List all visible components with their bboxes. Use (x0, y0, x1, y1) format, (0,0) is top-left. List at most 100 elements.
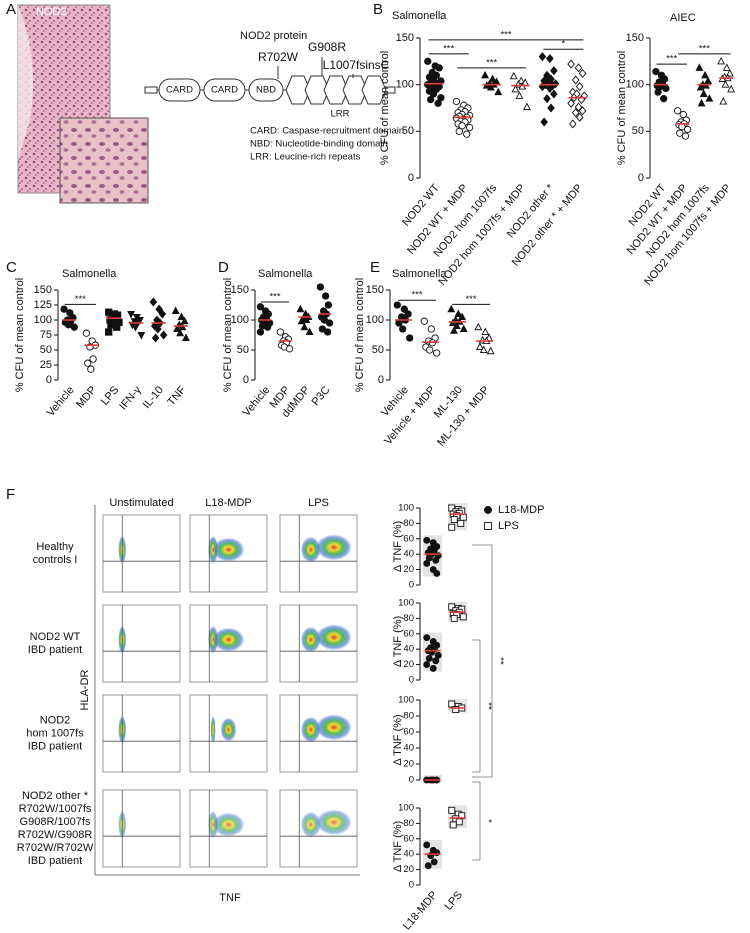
row-label: R702W/G908R (18, 829, 93, 841)
point (571, 75, 580, 85)
y-axis-label: % CFU of mean control (354, 278, 366, 392)
point (155, 304, 163, 314)
point (574, 102, 583, 112)
point (511, 84, 520, 93)
point (182, 333, 190, 342)
flow-x-axis: TNF (219, 892, 241, 904)
point (323, 328, 332, 336)
y-tick-label: 40 (403, 849, 414, 860)
point (154, 324, 162, 334)
point (475, 342, 484, 351)
point (321, 292, 330, 300)
x-tick-label: IFN-γ (117, 384, 144, 413)
point (425, 554, 433, 562)
mutation-label: L1007fsinsC (323, 58, 390, 72)
chart-title: Salmonella (62, 268, 117, 280)
panel-label: A (6, 1, 16, 18)
flow-density (315, 534, 352, 561)
y-tick-label: 0 (46, 374, 52, 386)
row-label: hom 1007fs (26, 727, 84, 739)
flow-density (315, 714, 352, 741)
point (550, 66, 558, 76)
point (423, 559, 431, 567)
point (455, 127, 463, 135)
point (578, 68, 587, 79)
chart-title: AIEC (670, 12, 696, 24)
point (432, 657, 440, 665)
point (701, 70, 709, 79)
point (538, 52, 547, 62)
domain-label: CARD (211, 85, 238, 96)
y-tick-label: 50 (402, 125, 414, 137)
y-tick-label: 0 (409, 675, 414, 686)
y-tick-label: 100 (34, 314, 52, 326)
flow-density (212, 537, 245, 562)
panel-label: C (6, 259, 17, 276)
point (455, 818, 463, 826)
y-axis-label: % CFU of mean control (616, 51, 628, 165)
y-tick-label: 20 (403, 864, 414, 875)
point (433, 570, 441, 577)
point (575, 112, 584, 122)
y-tick-label: 100 (398, 695, 414, 706)
y-tick-label: 40 (403, 549, 414, 560)
point (452, 321, 461, 330)
point (448, 700, 456, 708)
domain-shape (248, 78, 284, 102)
point (433, 349, 441, 357)
legend-marker (484, 522, 492, 530)
row-label: R702W/R702W (17, 842, 94, 854)
flow-density (220, 717, 237, 742)
y-tick-label: 100 (398, 503, 414, 514)
significance-label: *** (465, 294, 476, 305)
y-tick-label: 50 (237, 344, 249, 356)
y-tick-label: 60 (403, 727, 414, 738)
y-tick-label: 50 (372, 344, 384, 356)
point (151, 333, 160, 343)
point (425, 654, 433, 662)
y-tick-label: 150 (366, 284, 384, 296)
flow-density (315, 624, 352, 651)
row-label: G908R/1007fs (20, 816, 91, 828)
domain-label: CARD (166, 85, 193, 96)
y-tick-label: 40 (403, 644, 414, 655)
legend-marker (484, 506, 492, 514)
point (305, 327, 314, 336)
mutation-label: R702W (258, 50, 299, 64)
flow-plot (102, 789, 181, 868)
point (263, 323, 272, 331)
point (540, 117, 548, 127)
point (717, 56, 726, 65)
point (177, 312, 186, 321)
point (725, 68, 734, 77)
x-tick-label: P3C (310, 384, 333, 408)
point (449, 821, 457, 829)
panel-label: B (373, 1, 383, 18)
point (448, 523, 456, 531)
row-label: IBD patient (28, 855, 82, 867)
point (171, 306, 180, 315)
domain-shape (158, 78, 201, 102)
significance-bracket (472, 781, 481, 861)
flow-plot (102, 694, 181, 773)
point (276, 328, 285, 336)
point (546, 53, 554, 64)
point (486, 346, 495, 355)
significance-label: *** (443, 43, 454, 54)
point (452, 706, 460, 714)
flow-density (212, 812, 245, 837)
point (448, 806, 456, 814)
point (574, 63, 583, 73)
column-header: Unstimulated (109, 497, 173, 509)
y-tick-label: 0 (243, 374, 249, 386)
point (423, 661, 431, 669)
point (662, 84, 670, 93)
y-tick-label: 0 (409, 580, 414, 591)
y-tick-label: 20 (403, 759, 414, 770)
point (683, 125, 692, 134)
domain-shape (203, 78, 246, 102)
point (404, 310, 412, 318)
significance-bracket (472, 544, 493, 778)
point (180, 316, 189, 325)
point (465, 123, 474, 132)
